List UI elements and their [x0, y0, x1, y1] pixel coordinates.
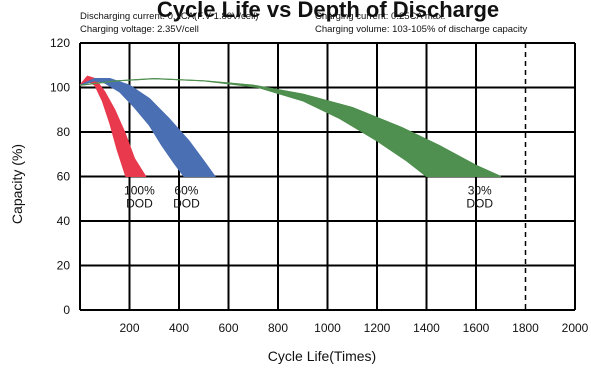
y-tick-label: 0: [63, 303, 70, 317]
dod-label-percent: 100%: [124, 183, 155, 197]
y-axis-label: Capacity (%): [9, 144, 25, 224]
x-tick-label: 1400: [413, 321, 440, 335]
y-tick-label: 80: [57, 125, 71, 139]
y-tick-label: 20: [57, 259, 71, 273]
note-charging-current: Charging current: 0.25CA max.: [315, 11, 445, 22]
y-tick-label: 100: [50, 81, 70, 95]
x-tick-label: 1000: [314, 321, 341, 335]
series-upper-line-1: [79, 77, 216, 177]
note-discharging-current: Discharging current: 0.1CA(F.V 1.80V/cel…: [80, 11, 258, 22]
dod-label-percent: 60%: [174, 183, 198, 197]
x-tick-label: 1800: [512, 321, 539, 335]
dod-label-text: DOD: [466, 196, 493, 210]
y-tick-label: 120: [50, 36, 70, 50]
chart-title: Cycle Life vs Depth of Discharge: [157, 0, 499, 22]
x-tick-label: 400: [169, 321, 189, 335]
x-tick-label: 1200: [364, 321, 391, 335]
x-tick-label: 800: [268, 321, 288, 335]
y-tick-label: 60: [57, 170, 71, 184]
tick-labels: 0 20 40 60 80 100 120 200 400 600 800 1000 1200 1400 1…: [50, 36, 589, 335]
x-tick-label: 200: [119, 321, 139, 335]
series-areas: [79, 75, 501, 178]
x-tick-label: 1600: [463, 321, 490, 335]
note-charging-voltage: Charging voltage: 2.35V/cell: [80, 24, 199, 35]
series-upper-line-0: [79, 75, 147, 177]
y-tick-label: 40: [57, 214, 71, 228]
series-upper-line-2: [79, 77, 501, 178]
dod-label-text: DOD: [173, 196, 200, 210]
dod-label-text: DOD: [126, 196, 153, 210]
x-axis-label: Cycle Life(Times): [268, 348, 376, 364]
x-tick-label: 600: [218, 321, 238, 335]
dod-label-percent: 30%: [468, 183, 492, 197]
x-tick-label: 2000: [562, 321, 589, 335]
note-charging-volume: Charging volume: 103-105% of discharge c…: [315, 24, 528, 35]
